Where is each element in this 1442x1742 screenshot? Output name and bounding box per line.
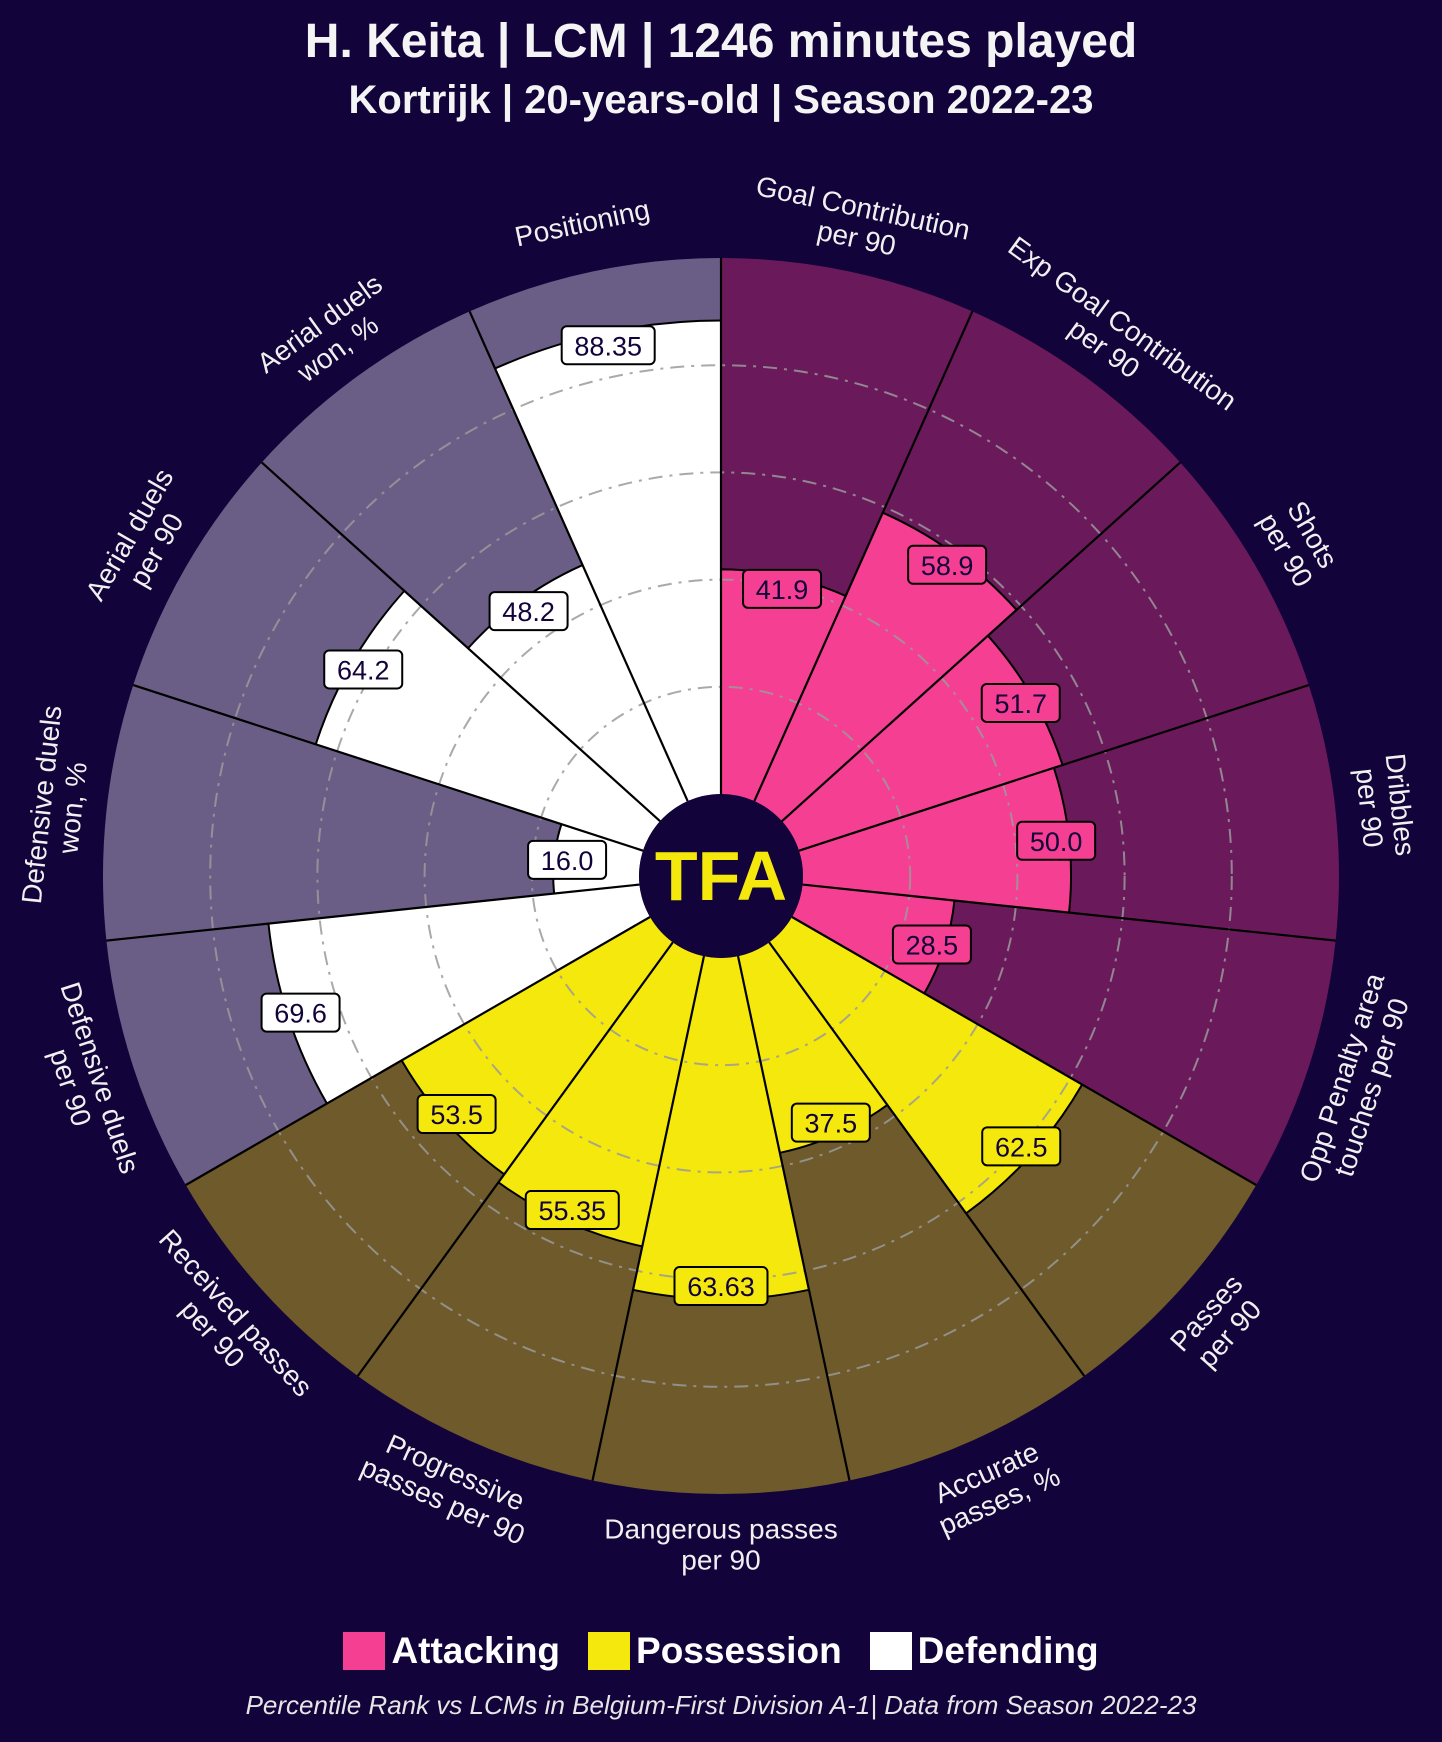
slice-value-10 <box>268 884 650 1104</box>
divider-12 <box>132 683 644 852</box>
value-label-text-11: 16.0 <box>541 846 594 876</box>
center-logo: TFA <box>639 794 803 958</box>
legend-item-possession: Possession <box>588 1630 842 1672</box>
value-label-box-11 <box>527 839 608 880</box>
value-label-box-12 <box>323 649 404 690</box>
legend-label-possession: Possession <box>636 1630 842 1671</box>
value-label-text-13: 48.2 <box>502 597 555 627</box>
value-label-box-0 <box>742 568 823 609</box>
value-label-box-5 <box>981 1126 1062 1167</box>
value-label-box-2 <box>980 682 1061 723</box>
slice-bg-11 <box>102 685 644 941</box>
logo-text: TFA <box>655 837 787 915</box>
value-label-10: 69.6 <box>260 992 341 1033</box>
value-label-box-3 <box>1016 820 1097 861</box>
value-label-6: 37.5 <box>790 1102 871 1143</box>
legend-item-defending: Defending <box>869 1630 1099 1672</box>
slice-value-1 <box>754 512 1017 822</box>
value-label-box-1 <box>907 544 988 585</box>
value-label-11: 16.0 <box>527 839 608 880</box>
value-label-box-8 <box>524 1190 620 1231</box>
value-label-8: 55.35 <box>524 1190 620 1231</box>
value-label-text-6: 37.5 <box>805 1109 858 1139</box>
slice-value-4 <box>792 884 955 994</box>
divider-10 <box>185 916 651 1186</box>
value-label-13: 48.2 <box>488 591 569 632</box>
param-label-14: Positioning <box>512 194 652 253</box>
legend-label-attacking: Attacking <box>391 1630 561 1671</box>
legend-label-defending: Defending <box>917 1630 1099 1671</box>
legend-swatch-attacking <box>343 1632 386 1670</box>
value-label-text-9: 53.5 <box>430 1100 483 1130</box>
value-label-text-5: 62.5 <box>995 1132 1048 1162</box>
divider-5 <box>791 916 1257 1186</box>
divider-9 <box>356 941 674 1377</box>
divider-13 <box>261 461 661 822</box>
slice-value-6 <box>738 942 888 1153</box>
chart-title: H. Keita | LCM | 1246 minutes played <box>304 15 1138 68</box>
value-label-text-14: 88.35 <box>574 331 642 361</box>
value-label-2: 51.7 <box>980 682 1061 723</box>
divider-14 <box>468 310 689 802</box>
value-label-text-7: 63.63 <box>687 1272 755 1302</box>
legend-swatch-possession <box>588 1632 631 1670</box>
value-label-5: 62.5 <box>981 1126 1062 1167</box>
slice-value-0 <box>721 569 846 802</box>
value-label-box-14 <box>560 325 656 366</box>
value-label-text-2: 51.7 <box>994 689 1047 719</box>
slice-value-8 <box>498 942 704 1247</box>
divider-8 <box>591 955 706 1481</box>
divider-11 <box>106 883 640 942</box>
value-label-box-6 <box>790 1102 871 1143</box>
grid-ring-80 <box>209 364 1233 1388</box>
chart-subtitle: Kortrijk | 20-years-old | Season 2022-23 <box>348 78 1094 122</box>
slice-value-3 <box>798 767 1071 913</box>
divider-7 <box>736 955 851 1481</box>
value-label-box-13 <box>488 591 569 632</box>
divider-6 <box>768 941 1086 1377</box>
divider-2 <box>781 461 1181 822</box>
footnote: Percentile Rank vs LCMs in Belgium-First… <box>245 1690 1197 1720</box>
slice-value-14 <box>495 320 721 802</box>
value-label-7: 63.63 <box>673 1266 769 1307</box>
value-label-14: 88.35 <box>560 325 656 366</box>
slice-dividers <box>106 258 1336 1481</box>
legend: Attacking Possession Defending <box>0 1630 1442 1672</box>
value-label-box-4 <box>891 924 972 965</box>
param-label-line: Positioning <box>512 194 652 253</box>
value-label-1: 58.9 <box>907 544 988 585</box>
value-label-3: 50.0 <box>1016 820 1097 861</box>
value-labels: 41.9 58.9 51.7 50.0 28.5 62.5 37.5 63.63 55.35 53… <box>260 325 1097 1307</box>
value-label-text-4: 28.5 <box>906 931 959 961</box>
value-label-4: 28.5 <box>891 924 972 965</box>
pizza-chart: TFA 41.9 58.9 51.7 50.0 28.5 62.5 37.5 63.63 55.… <box>16 170 1421 1576</box>
value-label-text-10: 69.6 <box>274 999 327 1029</box>
value-label-9: 53.5 <box>416 1094 497 1135</box>
value-label-text-12: 64.2 <box>337 655 390 685</box>
value-label-text-1: 58.9 <box>921 551 974 581</box>
legend-item-attacking: Attacking <box>343 1630 560 1672</box>
center-circle <box>639 794 803 958</box>
value-label-0: 41.9 <box>742 568 823 609</box>
value-label-12: 64.2 <box>323 649 404 690</box>
param-label-line: per 90 <box>681 1545 760 1576</box>
legend-swatch-defending <box>869 1632 912 1670</box>
value-label-text-8: 55.35 <box>538 1196 606 1226</box>
param-label-line: Dangerous passes <box>604 1514 837 1545</box>
value-label-text-3: 50.0 <box>1030 827 1083 857</box>
divider-1 <box>753 310 974 802</box>
value-label-box-10 <box>260 992 341 1033</box>
value-label-text-0: 41.9 <box>756 575 809 605</box>
slice-value-7 <box>633 956 809 1300</box>
value-label-box-9 <box>416 1094 497 1135</box>
value-label-box-7 <box>673 1266 769 1307</box>
